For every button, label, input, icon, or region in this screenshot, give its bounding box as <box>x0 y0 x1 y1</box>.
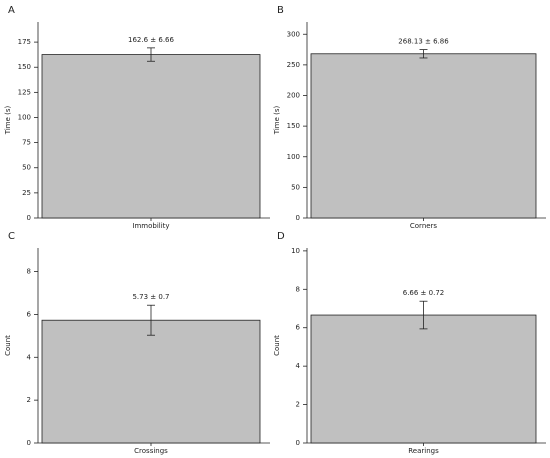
y-tick-label: 0 <box>296 439 300 447</box>
x-tick-label: Rearings <box>408 447 439 455</box>
y-tick-label: 200 <box>287 92 300 100</box>
bar <box>310 53 537 219</box>
panel-label: C <box>8 231 15 242</box>
bar <box>41 54 261 219</box>
y-tick-label: 125 <box>18 88 31 96</box>
x-tick-label: Corners <box>410 222 438 230</box>
y-tick-label: 4 <box>296 362 301 370</box>
y-tick-label: 10 <box>291 247 300 255</box>
y-tick-label: 50 <box>22 164 31 172</box>
y-tick-label: 250 <box>287 61 300 69</box>
y-tick-label: 2 <box>27 396 31 404</box>
error-bar <box>147 47 155 62</box>
x-tick-label: Immobility <box>132 222 169 230</box>
y-axis-label: Time (s) <box>273 106 281 136</box>
panel-label: A <box>8 5 15 16</box>
error-bar <box>147 304 155 336</box>
y-axis-label: Count <box>273 335 281 356</box>
y-tick-label: 0 <box>27 439 31 447</box>
y-tick-label: 6 <box>27 310 32 318</box>
y-tick-label: 4 <box>27 353 32 361</box>
y-tick-label: 150 <box>18 63 31 71</box>
value-label: 162.6 ± 6.66 <box>128 36 174 44</box>
bar <box>310 314 537 444</box>
y-tick-label: 8 <box>296 285 300 293</box>
y-tick-label: 8 <box>27 268 31 276</box>
y-tick-label: 50 <box>291 183 300 191</box>
y-tick-label: 0 <box>27 214 31 222</box>
panel-label: B <box>277 5 284 16</box>
y-tick-label: 100 <box>287 153 300 161</box>
error-bar <box>419 300 428 330</box>
value-label: 6.66 ± 0.72 <box>403 289 445 297</box>
bar <box>41 319 261 444</box>
y-tick-label: 75 <box>22 139 31 147</box>
value-label: 5.73 ± 0.7 <box>132 293 169 301</box>
y-tick-label: 6 <box>296 324 301 332</box>
y-axis-label: Time (s) <box>4 106 12 136</box>
y-tick-label: 25 <box>22 189 31 197</box>
x-tick-label: Crossings <box>134 447 168 455</box>
error-bar <box>419 49 428 59</box>
panel-label: D <box>277 231 285 242</box>
y-tick-label: 150 <box>287 122 300 130</box>
y-axis-label: Count <box>4 335 12 356</box>
y-tick-label: 100 <box>18 113 31 121</box>
y-tick-label: 175 <box>18 38 31 46</box>
y-tick-label: 300 <box>287 30 300 38</box>
y-tick-label: 0 <box>296 214 300 222</box>
value-label: 268.13 ± 6.86 <box>398 38 449 46</box>
y-tick-label: 2 <box>296 401 300 409</box>
